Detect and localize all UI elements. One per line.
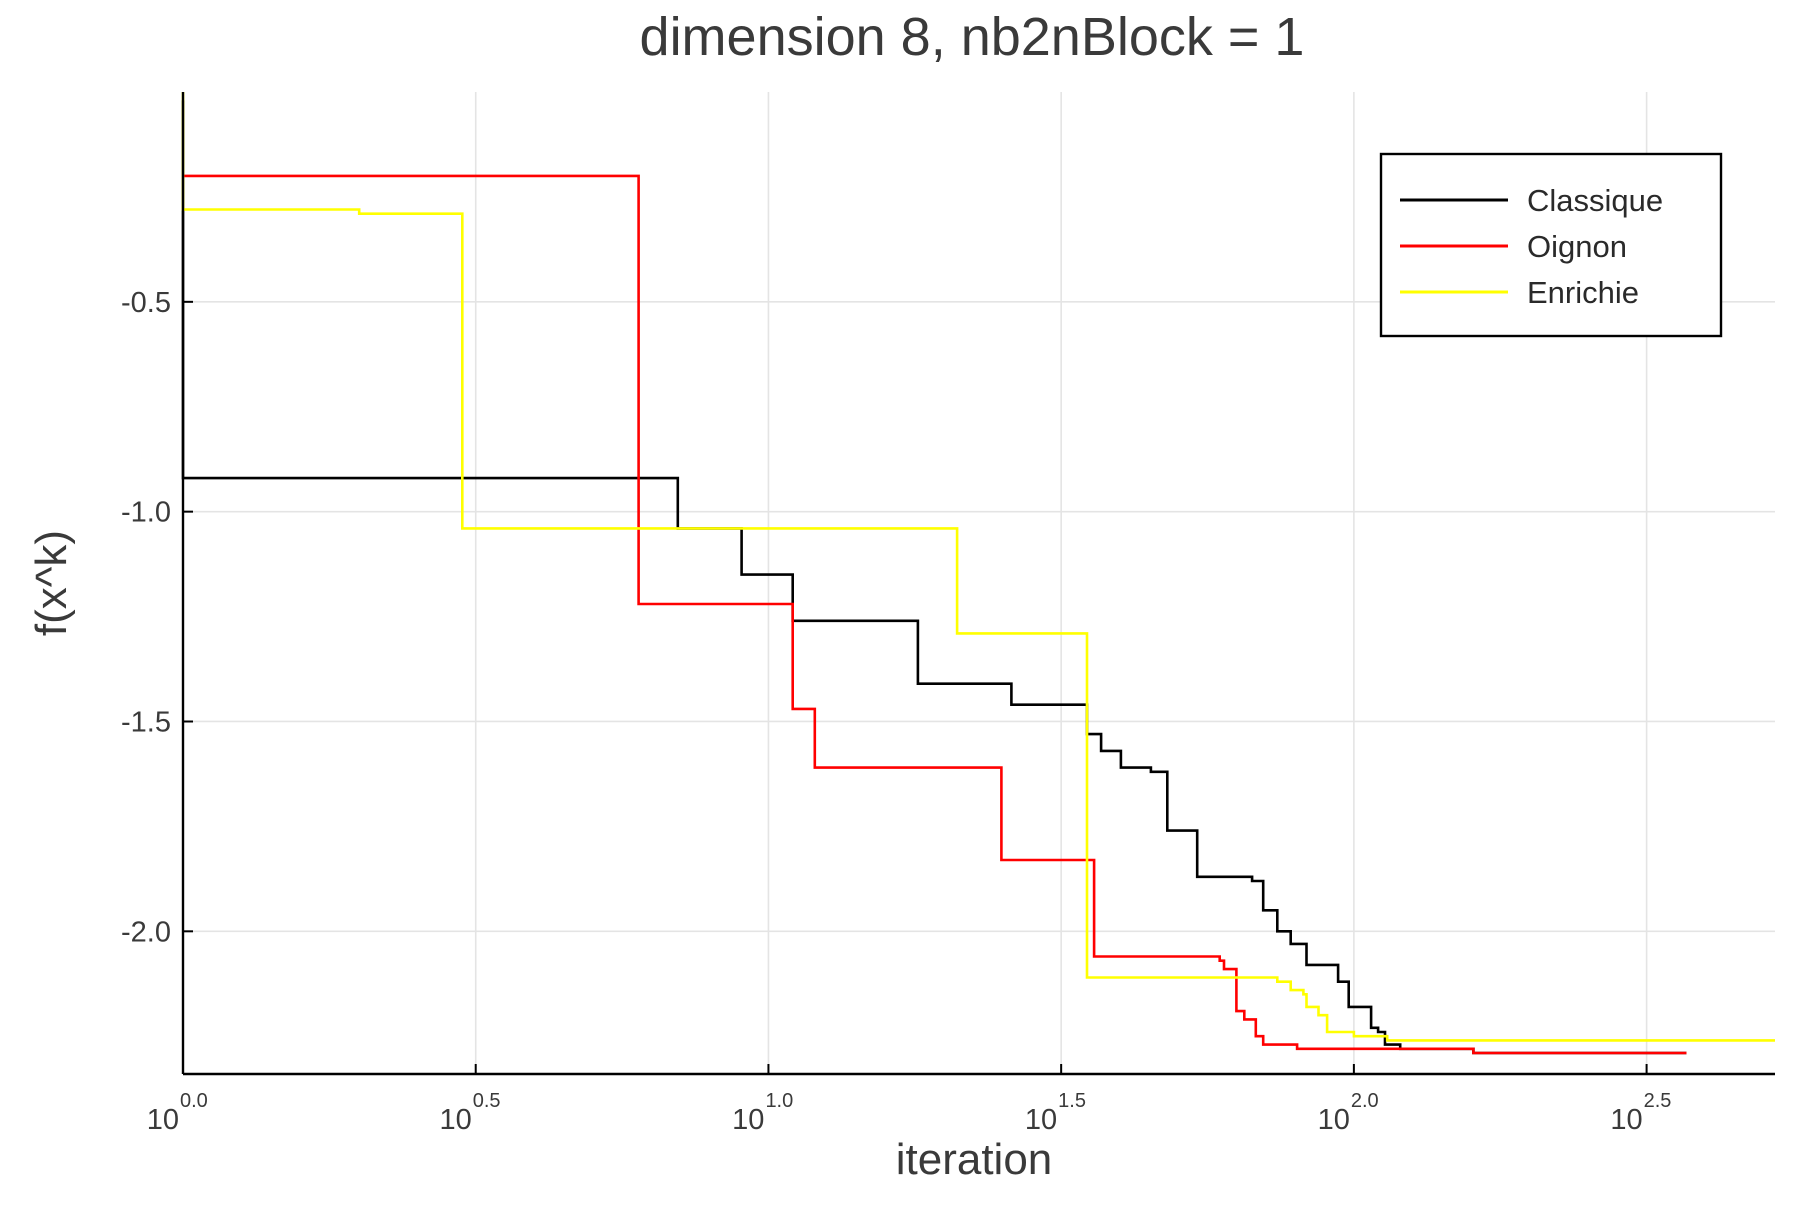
y-axis-label: f(x^k) xyxy=(27,530,76,636)
series-line-enrichie xyxy=(181,92,1775,1042)
y-tick-label: -1.0 xyxy=(121,497,171,529)
series-line-classique xyxy=(181,100,1687,1055)
legend: Classique Oignon Enrichie xyxy=(1379,152,1723,338)
x-tick-label: 10 xyxy=(147,1104,179,1136)
series-line-oignon xyxy=(183,174,1687,1055)
legend-label: Oignon xyxy=(1527,229,1627,264)
x-axis-label: iteration xyxy=(896,1135,1053,1184)
x-tick-label: 10 xyxy=(1025,1104,1057,1136)
x-tick-exponent: 0.0 xyxy=(180,1090,208,1112)
axes xyxy=(181,92,1775,1076)
y-tick-label: -1.5 xyxy=(121,706,171,738)
plot-area xyxy=(181,92,1775,1055)
ticks: 100.0100.5101.0101.5102.0102.5-0.5-1.0-1… xyxy=(121,287,1671,1136)
x-tick-exponent: 1.5 xyxy=(1058,1090,1086,1112)
x-tick-label: 10 xyxy=(1610,1104,1642,1136)
x-tick-label: 10 xyxy=(439,1104,471,1136)
legend-label: Classique xyxy=(1527,183,1663,218)
x-tick-exponent: 1.0 xyxy=(765,1090,793,1112)
y-tick-label: -0.5 xyxy=(121,287,171,319)
y-tick-label: -2.0 xyxy=(121,916,171,948)
x-tick-exponent: 2.5 xyxy=(1644,1090,1672,1112)
x-tick-exponent: 2.0 xyxy=(1351,1090,1379,1112)
x-tick-label: 10 xyxy=(1318,1104,1350,1136)
legend-label: Enrichie xyxy=(1527,275,1639,310)
x-tick-label: 10 xyxy=(732,1104,764,1136)
x-tick-exponent: 0.5 xyxy=(473,1090,501,1112)
chart-title: dimension 8, nb2nBlock = 1 xyxy=(640,7,1305,67)
